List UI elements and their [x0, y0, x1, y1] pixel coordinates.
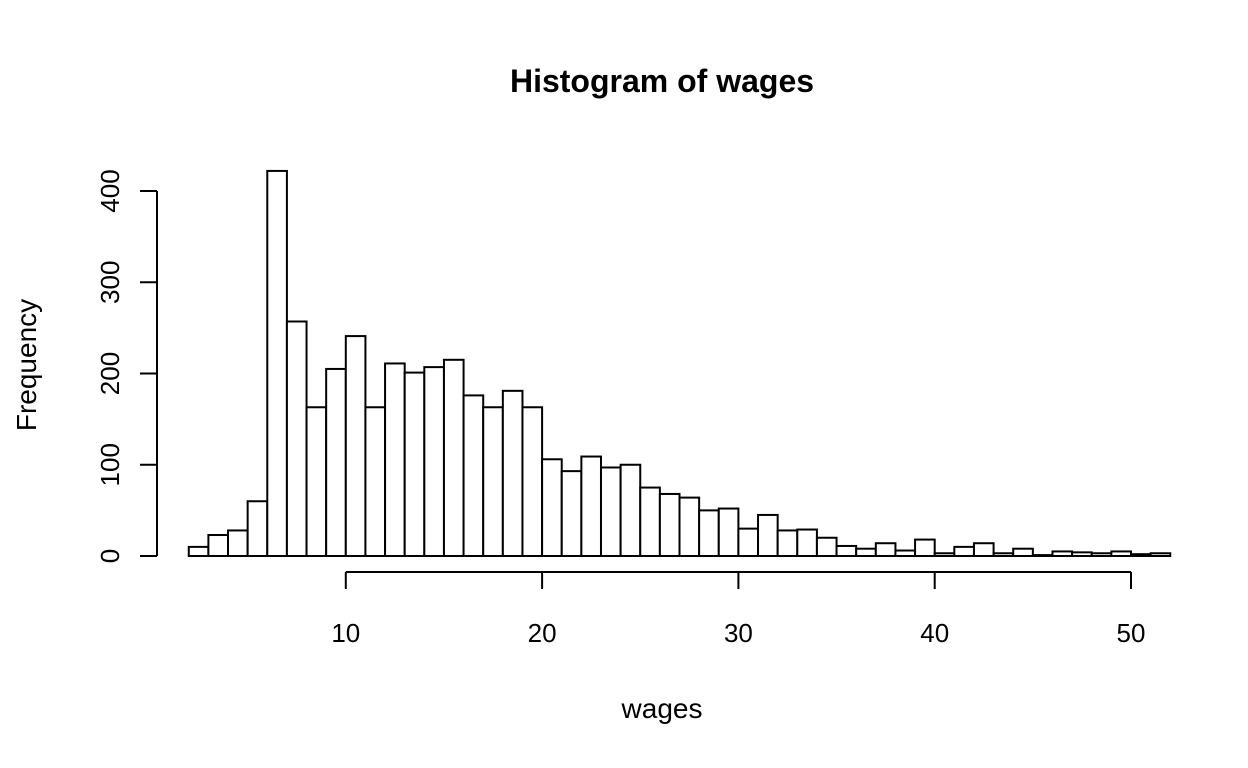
histogram-bar: [757, 513, 779, 558]
x-tick-label: 30: [724, 618, 753, 648]
histogram-bar: [541, 458, 563, 557]
histogram-bar: [1130, 553, 1152, 557]
histogram-bar: [580, 455, 602, 558]
y-tick-label: 400: [95, 169, 125, 212]
histogram-bar: [325, 367, 347, 557]
histogram-bar: [835, 544, 858, 558]
x-tick-label: 10: [331, 618, 360, 648]
histogram-bar: [1071, 551, 1093, 557]
histogram-bar: [207, 534, 230, 558]
y-tick-label: 200: [95, 352, 125, 395]
histogram-bar: [796, 528, 818, 557]
x-tick-label: 40: [920, 618, 949, 648]
histogram-bar: [855, 547, 877, 558]
histogram-bar: [305, 406, 328, 558]
histogram-bar: [776, 529, 799, 558]
histogram-bar: [894, 549, 917, 558]
histogram-bar: [678, 496, 701, 558]
histogram-bar: [953, 545, 975, 558]
histogram-bar: [1031, 554, 1054, 558]
histogram-bar: [285, 320, 308, 557]
histogram-bar: [521, 406, 544, 558]
bars-group: [187, 169, 1172, 558]
x-axis-label: wages: [621, 693, 703, 724]
y-tick-label: 100: [95, 443, 125, 486]
y-axis-label: Frequency: [11, 299, 42, 431]
histogram-bar: [1051, 550, 1074, 558]
histogram-bar: [619, 463, 642, 557]
histogram-bar: [442, 358, 465, 557]
histogram-bar: [992, 552, 1015, 558]
x-axis: 10 20 30 40 50: [331, 571, 1146, 648]
histogram-bar: [266, 169, 288, 557]
histogram-bar: [599, 466, 622, 557]
histogram-bar: [501, 389, 524, 557]
histogram-bar: [462, 394, 485, 557]
chart-title: Histogram of wages: [510, 63, 814, 99]
histogram-bar: [933, 552, 956, 558]
histogram-bar: [1012, 547, 1034, 558]
histogram-bar: [874, 542, 897, 557]
histogram-bar: [914, 538, 936, 558]
histogram-bar: [364, 406, 387, 558]
y-axis: 0 100 200 300 400: [95, 169, 158, 563]
histogram-bar: [815, 536, 838, 557]
histogram-bar: [1090, 552, 1113, 558]
histogram-bar: [1149, 552, 1172, 558]
histogram-bar: [227, 529, 249, 558]
histogram-bar: [344, 335, 367, 557]
histogram-bar: [1110, 550, 1132, 558]
y-tick-label: 300: [95, 261, 125, 304]
y-tick-label: 0: [95, 549, 125, 563]
histogram-bar: [737, 527, 760, 558]
histogram-bar: [698, 509, 720, 558]
histogram-bar: [246, 500, 269, 557]
histogram-bar: [658, 492, 681, 558]
histogram-bar: [384, 362, 406, 557]
x-tick-label: 50: [1117, 618, 1146, 648]
histogram-bar: [560, 470, 583, 558]
histogram-bar: [972, 542, 995, 557]
histogram-bar: [423, 366, 445, 557]
histogram-bar: [639, 486, 661, 557]
histogram-bar: [717, 507, 740, 557]
histogram-bar: [403, 371, 426, 557]
histogram-bar: [482, 406, 504, 558]
histogram-bar: [187, 545, 210, 558]
x-tick-label: 20: [528, 618, 557, 648]
